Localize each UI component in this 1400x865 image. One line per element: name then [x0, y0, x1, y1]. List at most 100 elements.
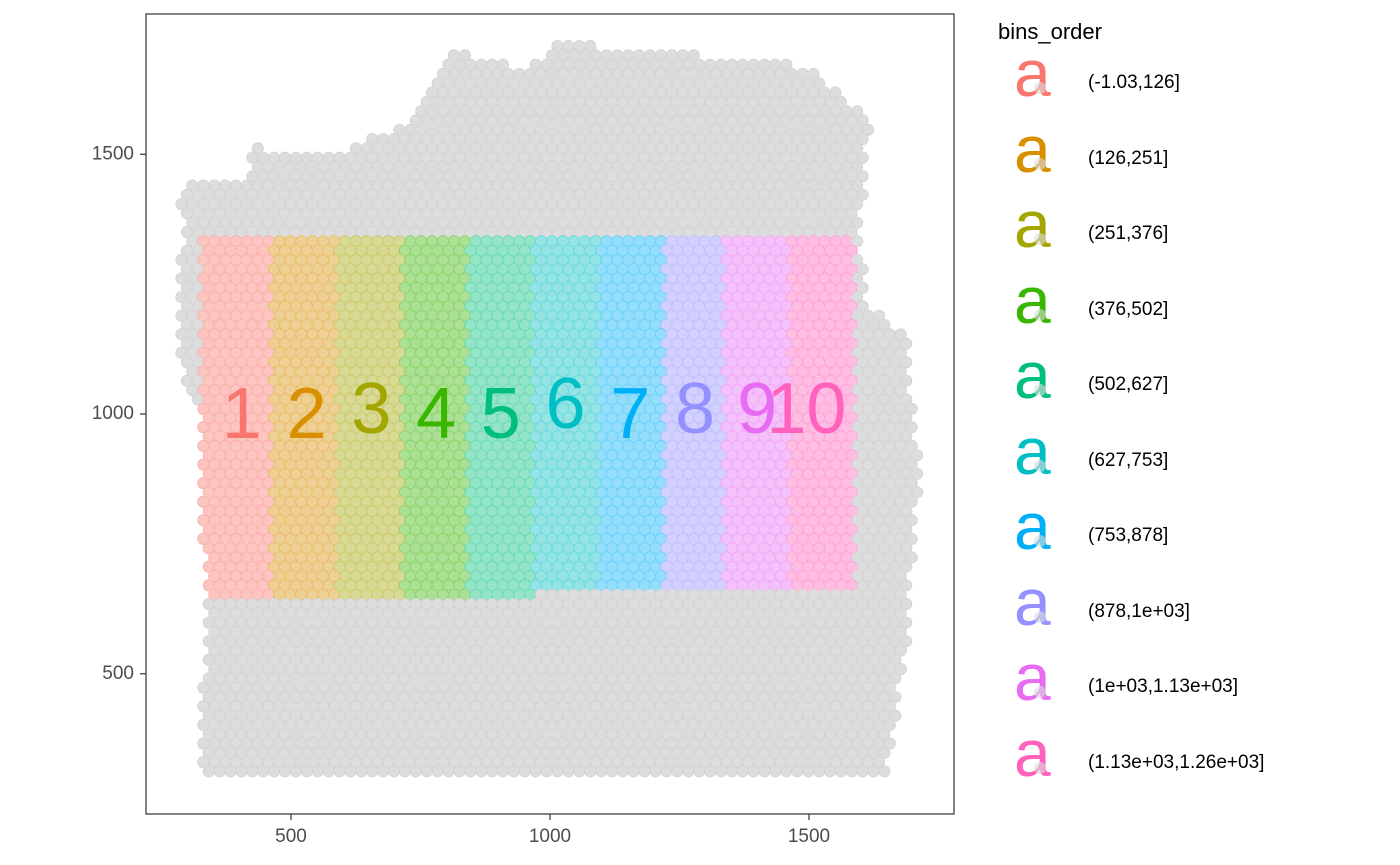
- legend-item: a (126,251]: [998, 116, 1388, 202]
- legend-item: a (376,502]: [998, 267, 1388, 353]
- background-spot: [725, 765, 738, 778]
- legend-key-point: [1034, 157, 1046, 170]
- background-spot: [769, 765, 782, 778]
- legend-item: a (1e+03,1.13e+03]: [998, 644, 1388, 730]
- background-spot: [453, 765, 466, 778]
- spot-layer: [175, 40, 924, 778]
- background-spot: [333, 765, 346, 778]
- legend-key: a: [1010, 493, 1060, 567]
- background-spot: [671, 765, 684, 778]
- background-spot: [824, 765, 837, 778]
- background-spot: [780, 58, 793, 71]
- legend-key-glyph: a: [1014, 187, 1051, 261]
- legend-item: a (-1.03,126]: [998, 40, 1388, 126]
- background-spot: [377, 765, 390, 778]
- background-spot: [475, 765, 488, 778]
- legend-key: a: [1010, 267, 1060, 341]
- background-spot: [289, 765, 302, 778]
- y-tick-label: 1000: [92, 403, 134, 424]
- bin-label-1: 1: [222, 374, 262, 454]
- background-spot: [867, 765, 880, 778]
- legend-key-point: [1034, 82, 1046, 94]
- legend-item: a (878,1e+03]: [998, 569, 1388, 655]
- background-spot: [715, 765, 728, 778]
- background-spot: [246, 765, 259, 778]
- background-spot: [856, 151, 869, 164]
- bin-label-8: 8: [675, 369, 715, 449]
- x-tick-label: 1500: [788, 826, 830, 847]
- background-spot: [780, 765, 793, 778]
- background-spot: [829, 86, 842, 99]
- background-spot: [834, 765, 847, 778]
- background-spot: [747, 765, 760, 778]
- x-tick-label: 500: [275, 826, 307, 847]
- bin-label-10: 10: [766, 369, 846, 449]
- bin-label-6: 6: [545, 364, 585, 444]
- background-spot: [856, 114, 869, 127]
- background-spot: [584, 40, 597, 53]
- background-spot: [845, 765, 858, 778]
- legend-key: a: [1010, 644, 1060, 718]
- background-spot: [486, 765, 499, 778]
- background-spot: [213, 765, 226, 778]
- background-spot: [366, 765, 379, 778]
- background-spot: [442, 765, 455, 778]
- background-spot: [268, 765, 281, 778]
- legend-item: a (502,627]: [998, 342, 1388, 428]
- legend-item: a (1.13e+03,1.26e+03]: [998, 720, 1388, 806]
- background-spot: [807, 67, 820, 80]
- background-spot: [851, 142, 864, 155]
- background-spot: [551, 765, 564, 778]
- background-spot: [355, 765, 368, 778]
- background-spot: [813, 765, 826, 778]
- background-spot: [856, 765, 869, 778]
- y-tick-label: 1500: [92, 143, 134, 164]
- legend-key-point: [1034, 233, 1046, 245]
- background-spot: [693, 765, 706, 778]
- legend-item: a (753,878]: [998, 493, 1388, 579]
- background-spot: [758, 765, 771, 778]
- background-spot: [562, 765, 575, 778]
- bin-label-2: 2: [287, 374, 327, 454]
- background-spot: [420, 765, 433, 778]
- legend-key-glyph: a: [1014, 262, 1051, 337]
- background-spot: [595, 765, 608, 778]
- background-spot: [834, 95, 847, 108]
- background-spot: [682, 765, 695, 778]
- background-spot: [851, 105, 864, 118]
- legend-title: bins_order: [998, 19, 1102, 44]
- background-spot: [464, 765, 477, 778]
- legend-key-point: [1034, 384, 1046, 396]
- background-spot: [856, 132, 869, 145]
- background-spot: [257, 765, 270, 778]
- background-spot: [496, 765, 509, 778]
- background-spot: [529, 765, 542, 778]
- background-spot: [660, 765, 673, 778]
- background-spot: [507, 765, 520, 778]
- legend-label: (-1.03,126]: [1088, 72, 1180, 93]
- background-spot: [224, 765, 237, 778]
- x-tick-label: 1000: [529, 826, 571, 847]
- background-spot: [251, 142, 264, 155]
- legend-label: (1e+03,1.13e+03]: [1088, 676, 1239, 697]
- legend-key-point: [1034, 761, 1046, 774]
- bin-label-4: 4: [416, 374, 456, 454]
- legend-items: a (-1.03,126] a (126,251] a (251,376] a (376,50…: [998, 40, 1388, 806]
- legend-label: (126,251]: [1088, 147, 1169, 169]
- legend-key-glyph: a: [1014, 489, 1051, 563]
- background-spot: [409, 765, 422, 778]
- legend-label: (878,1e+03]: [1088, 600, 1190, 622]
- background-spot: [862, 123, 875, 136]
- legend-key-glyph: a: [1014, 564, 1051, 639]
- background-spot: [687, 49, 700, 62]
- legend-key: a: [1010, 342, 1060, 416]
- background-spot: [344, 765, 357, 778]
- background-spot: [458, 49, 471, 62]
- legend-item: a (627,753]: [998, 418, 1388, 504]
- legend-key: a: [1010, 191, 1060, 265]
- background-spot: [627, 765, 640, 778]
- legend-key-glyph: a: [1014, 36, 1051, 110]
- y-tick-label: 500: [102, 663, 134, 684]
- legend-label: (1.13e+03,1.26e+03]: [1088, 751, 1265, 773]
- background-spot: [431, 765, 444, 778]
